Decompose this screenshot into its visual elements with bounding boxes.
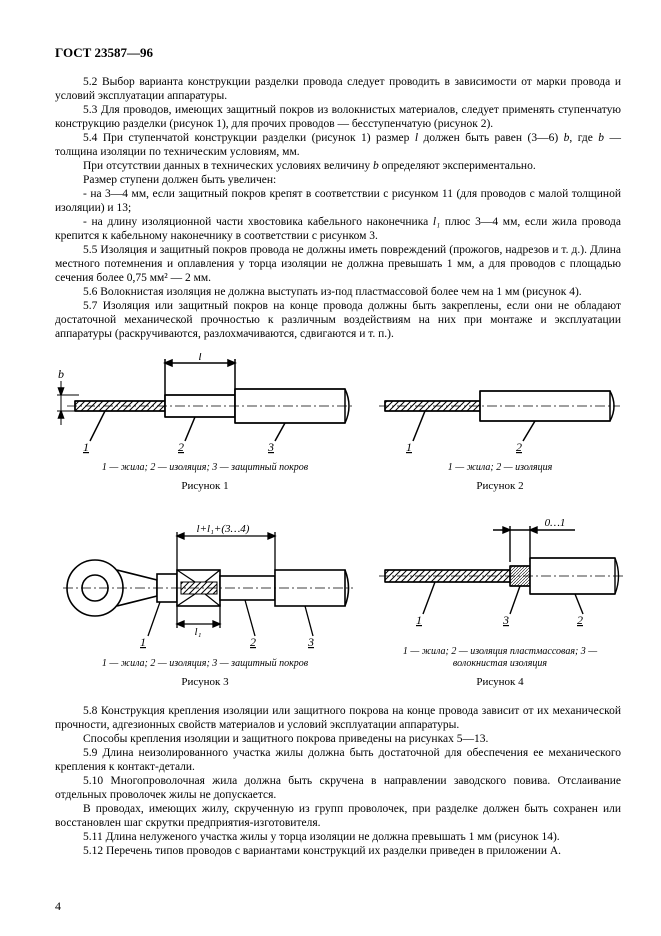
figure-2-svg: 1 2 [375,353,625,458]
para-5-8b: Способы крепления изоляции и защитного п… [55,732,621,746]
callout-3: 3 [307,635,314,649]
document-id: ГОСТ 23587—96 [55,45,621,61]
callout-3: 3 [502,613,509,627]
t: , где [569,132,598,144]
figure-1-caption: Рисунок 1 [55,480,355,493]
figure-3-caption: Рисунок 3 [55,676,355,689]
figure-4-caption: Рисунок 4 [375,676,625,689]
para-5-11: 5.11 Длина нелуженого участка жилы у тор… [55,830,621,844]
para-5-7: 5.7 Изоляция или защитный покров на конц… [55,299,621,341]
figure-1-svg: l b [55,353,355,458]
dim-b: b [58,367,64,381]
callout-1: 1 [416,613,422,627]
para-5-10: 5.10 Многопроволочная жила должна быть с… [55,774,621,802]
callout-1: 1 [140,635,146,649]
figure-4-svg: 0…1 [375,512,625,642]
para-5-4-exp: При отсутствии данных в технических усло… [55,159,621,173]
callout-1: 1 [83,440,89,454]
t: определяют экспериментально. [379,160,536,172]
figure-3-svg: l+l₁+(3…4) l₁ [55,524,355,654]
para-5-8: 5.8 Конструкция крепления изоляции или з… [55,704,621,732]
para-5-10b: В проводах, имеющих жилу, скрученную из … [55,802,621,830]
para-5-4-bullet2: - на длину изоляционной части хвостовика… [55,215,621,243]
para-5-12: 5.12 Перечень типов проводов с вариантам… [55,844,621,858]
callout-3: 3 [267,440,274,454]
para-5-5: 5.5 Изоляция и защитный покров провода н… [55,243,621,285]
callout-2: 2 [516,440,522,454]
para-5-6: 5.6 Волокнистая изоляция не должна высту… [55,285,621,299]
dim-top: l+l₁+(3…4) [197,524,250,535]
t: 5.4 При ступенчатой конструкции разделки… [83,132,415,144]
page-number: 4 [55,899,61,914]
figure-4-legend: 1 — жила; 2 — изоляция пластмассовая; 3 … [375,646,625,670]
para-5-9: 5.9 Длина неизолированного участка жилы … [55,746,621,774]
callout-2: 2 [250,635,256,649]
t: - на длину изоляционной части хвостовика… [83,216,433,228]
callout-2: 2 [577,613,583,627]
figure-2-caption: Рисунок 2 [375,480,625,493]
para-5-4: 5.4 При ступенчатой конструкции разделки… [55,131,621,159]
para-5-2: 5.2 Выбор варианта конструкции разделки … [55,75,621,103]
callout-1: 1 [406,440,412,454]
t: должен быть равен (3—6) [418,132,564,144]
dim-l1: l₁ [195,626,202,638]
dim-01: 0…1 [545,517,566,529]
t: При отсутствии данных в технических усло… [83,160,373,172]
figure-3-legend: 1 — жила; 2 — изоляция; 3 — защитный пок… [55,658,355,670]
para-5-4-bullet1: - на 3—4 мм, если защитный покров крепят… [55,187,621,215]
figure-2-legend: 1 — жила; 2 — изоляция [375,462,625,474]
para-5-3: 5.3 Для проводов, имеющих защитный покро… [55,103,621,131]
figure-row-1: l b [55,353,621,494]
figure-1-legend: 1 — жила; 2 — изоляция; 3 — защитный пок… [55,462,355,474]
figure-row-2: l+l₁+(3…4) l₁ [55,512,621,690]
callout-2: 2 [178,440,184,454]
para-5-4-step: Размер ступени должен быть увеличен: [55,173,621,187]
dim-l: l [198,353,202,363]
